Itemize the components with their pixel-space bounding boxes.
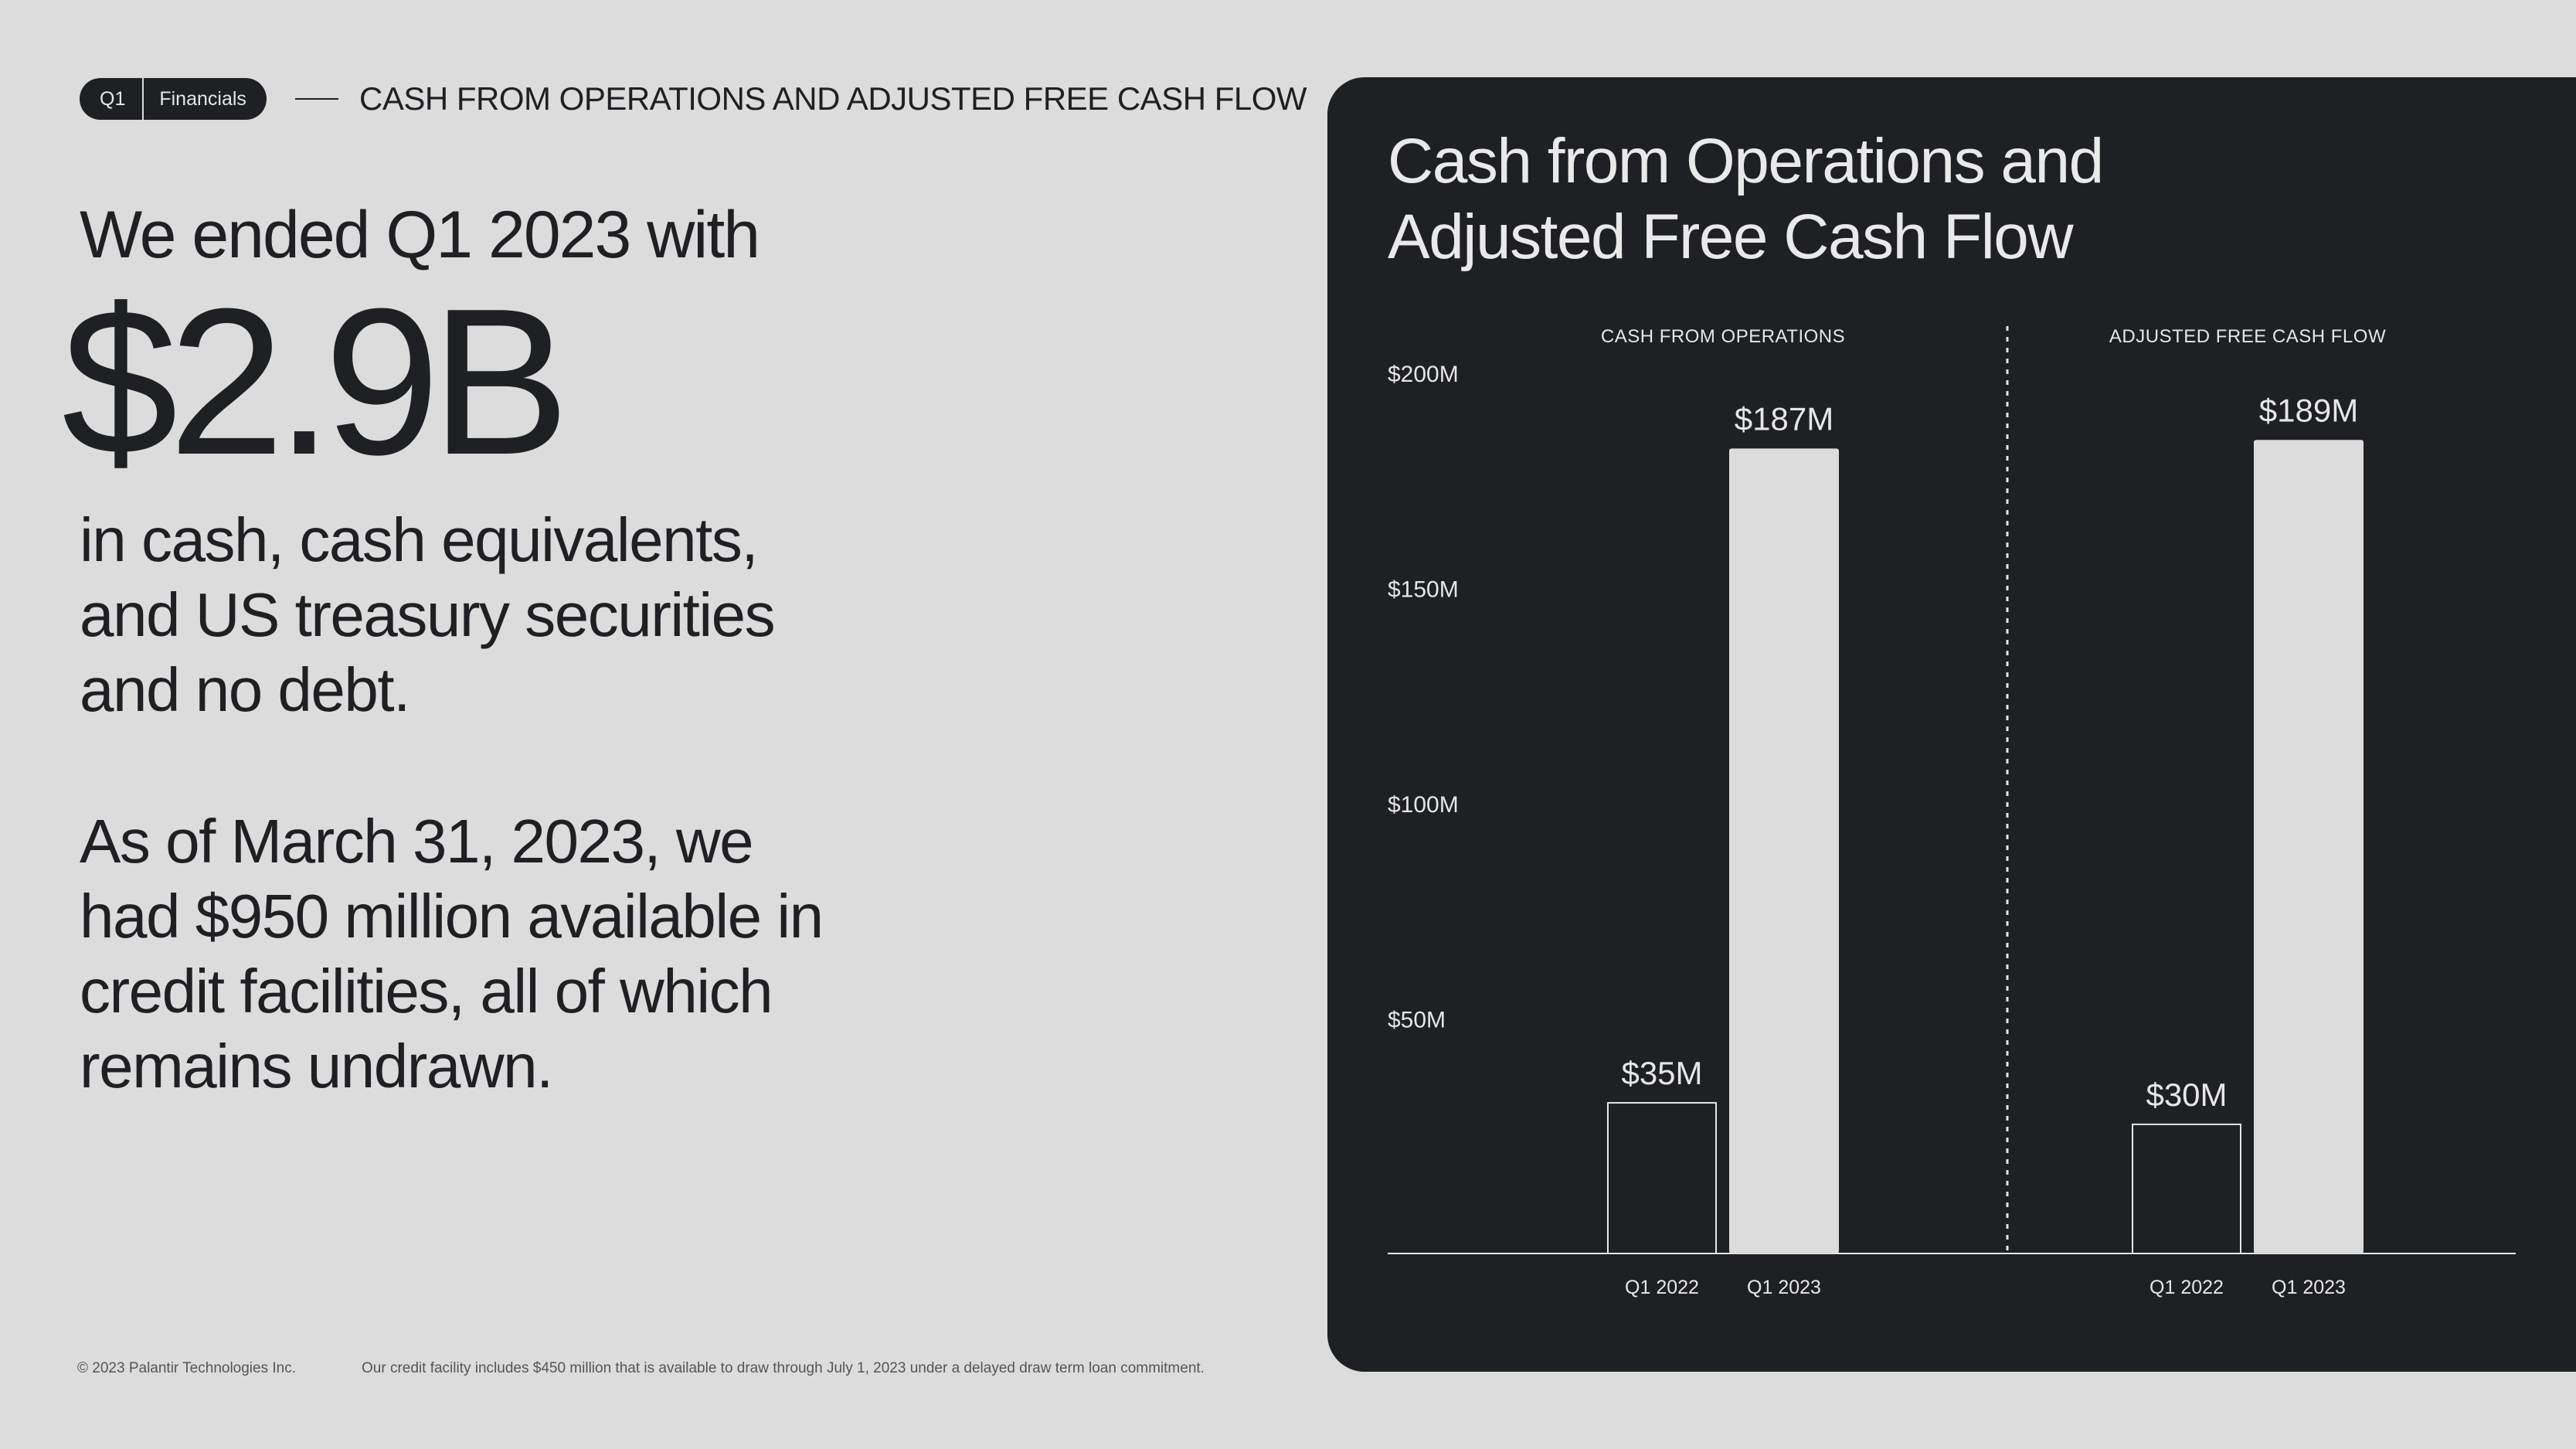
- chart-title-line: Adjusted Free Cash Flow: [1388, 202, 2074, 272]
- bar: [2254, 440, 2364, 1253]
- footer-note: Our credit facility includes $450 millio…: [362, 1360, 1205, 1376]
- bar-value-label: $30M: [2146, 1077, 2227, 1113]
- credit-description-line: credit facilities, all of which: [80, 957, 773, 1026]
- group-label: CASH FROM OPERATIONS: [1601, 326, 1845, 347]
- credit-description: As of March 31, 2023, we had $950 millio…: [80, 804, 929, 1104]
- section-tag: Financials: [159, 88, 246, 110]
- chart-panel: [1327, 77, 2576, 1372]
- y-tick-label: $150M: [1388, 577, 1459, 603]
- cash-description: in cash, cash equivalents, and US treasu…: [80, 502, 929, 727]
- y-tick-label: $100M: [1388, 792, 1459, 818]
- quarter-tag: Q1: [80, 78, 144, 120]
- bar-value-label: $189M: [2259, 392, 2358, 428]
- bar: [2132, 1123, 2241, 1255]
- slide-heading: CASH FROM OPERATIONS AND ADJUSTED FREE C…: [359, 80, 1307, 117]
- chart-title-line: Cash from Operations and: [1388, 126, 2104, 196]
- bar: [1607, 1102, 1717, 1255]
- x-tick-label: Q1 2023: [2272, 1277, 2346, 1298]
- header-divider: [295, 98, 338, 100]
- x-tick-label: Q1 2022: [1625, 1277, 1699, 1298]
- cash-description-line: and US treasury securities: [80, 580, 776, 649]
- bar: [1729, 448, 1839, 1254]
- credit-description-line: had $950 million available in: [80, 882, 824, 951]
- cash-total: $2.9B: [62, 266, 570, 498]
- y-tick-label: $50M: [1388, 1008, 1446, 1033]
- bar-value-label: $187M: [1735, 400, 1833, 437]
- y-tick-label: $200M: [1388, 362, 1459, 387]
- chart-title: Cash from Operations and Adjusted Free C…: [1388, 124, 2392, 275]
- group-label: ADJUSTED FREE CASH FLOW: [2109, 326, 2386, 347]
- section-pill: Q1 Financials: [80, 78, 267, 120]
- x-tick-label: Q1 2023: [1747, 1277, 1821, 1298]
- bar-value-label: $35M: [1621, 1055, 1702, 1091]
- credit-description-line: As of March 31, 2023, we: [80, 807, 754, 876]
- cash-description-line: in cash, cash equivalents,: [80, 505, 759, 574]
- credit-description-line: remains undrawn.: [80, 1032, 553, 1100]
- footer-copyright: © 2023 Palantir Technologies Inc.: [77, 1360, 296, 1376]
- x-tick-label: Q1 2022: [2149, 1277, 2224, 1298]
- cash-description-line: and no debt.: [80, 655, 410, 724]
- intro-text: We ended Q1 2023 with: [80, 198, 760, 272]
